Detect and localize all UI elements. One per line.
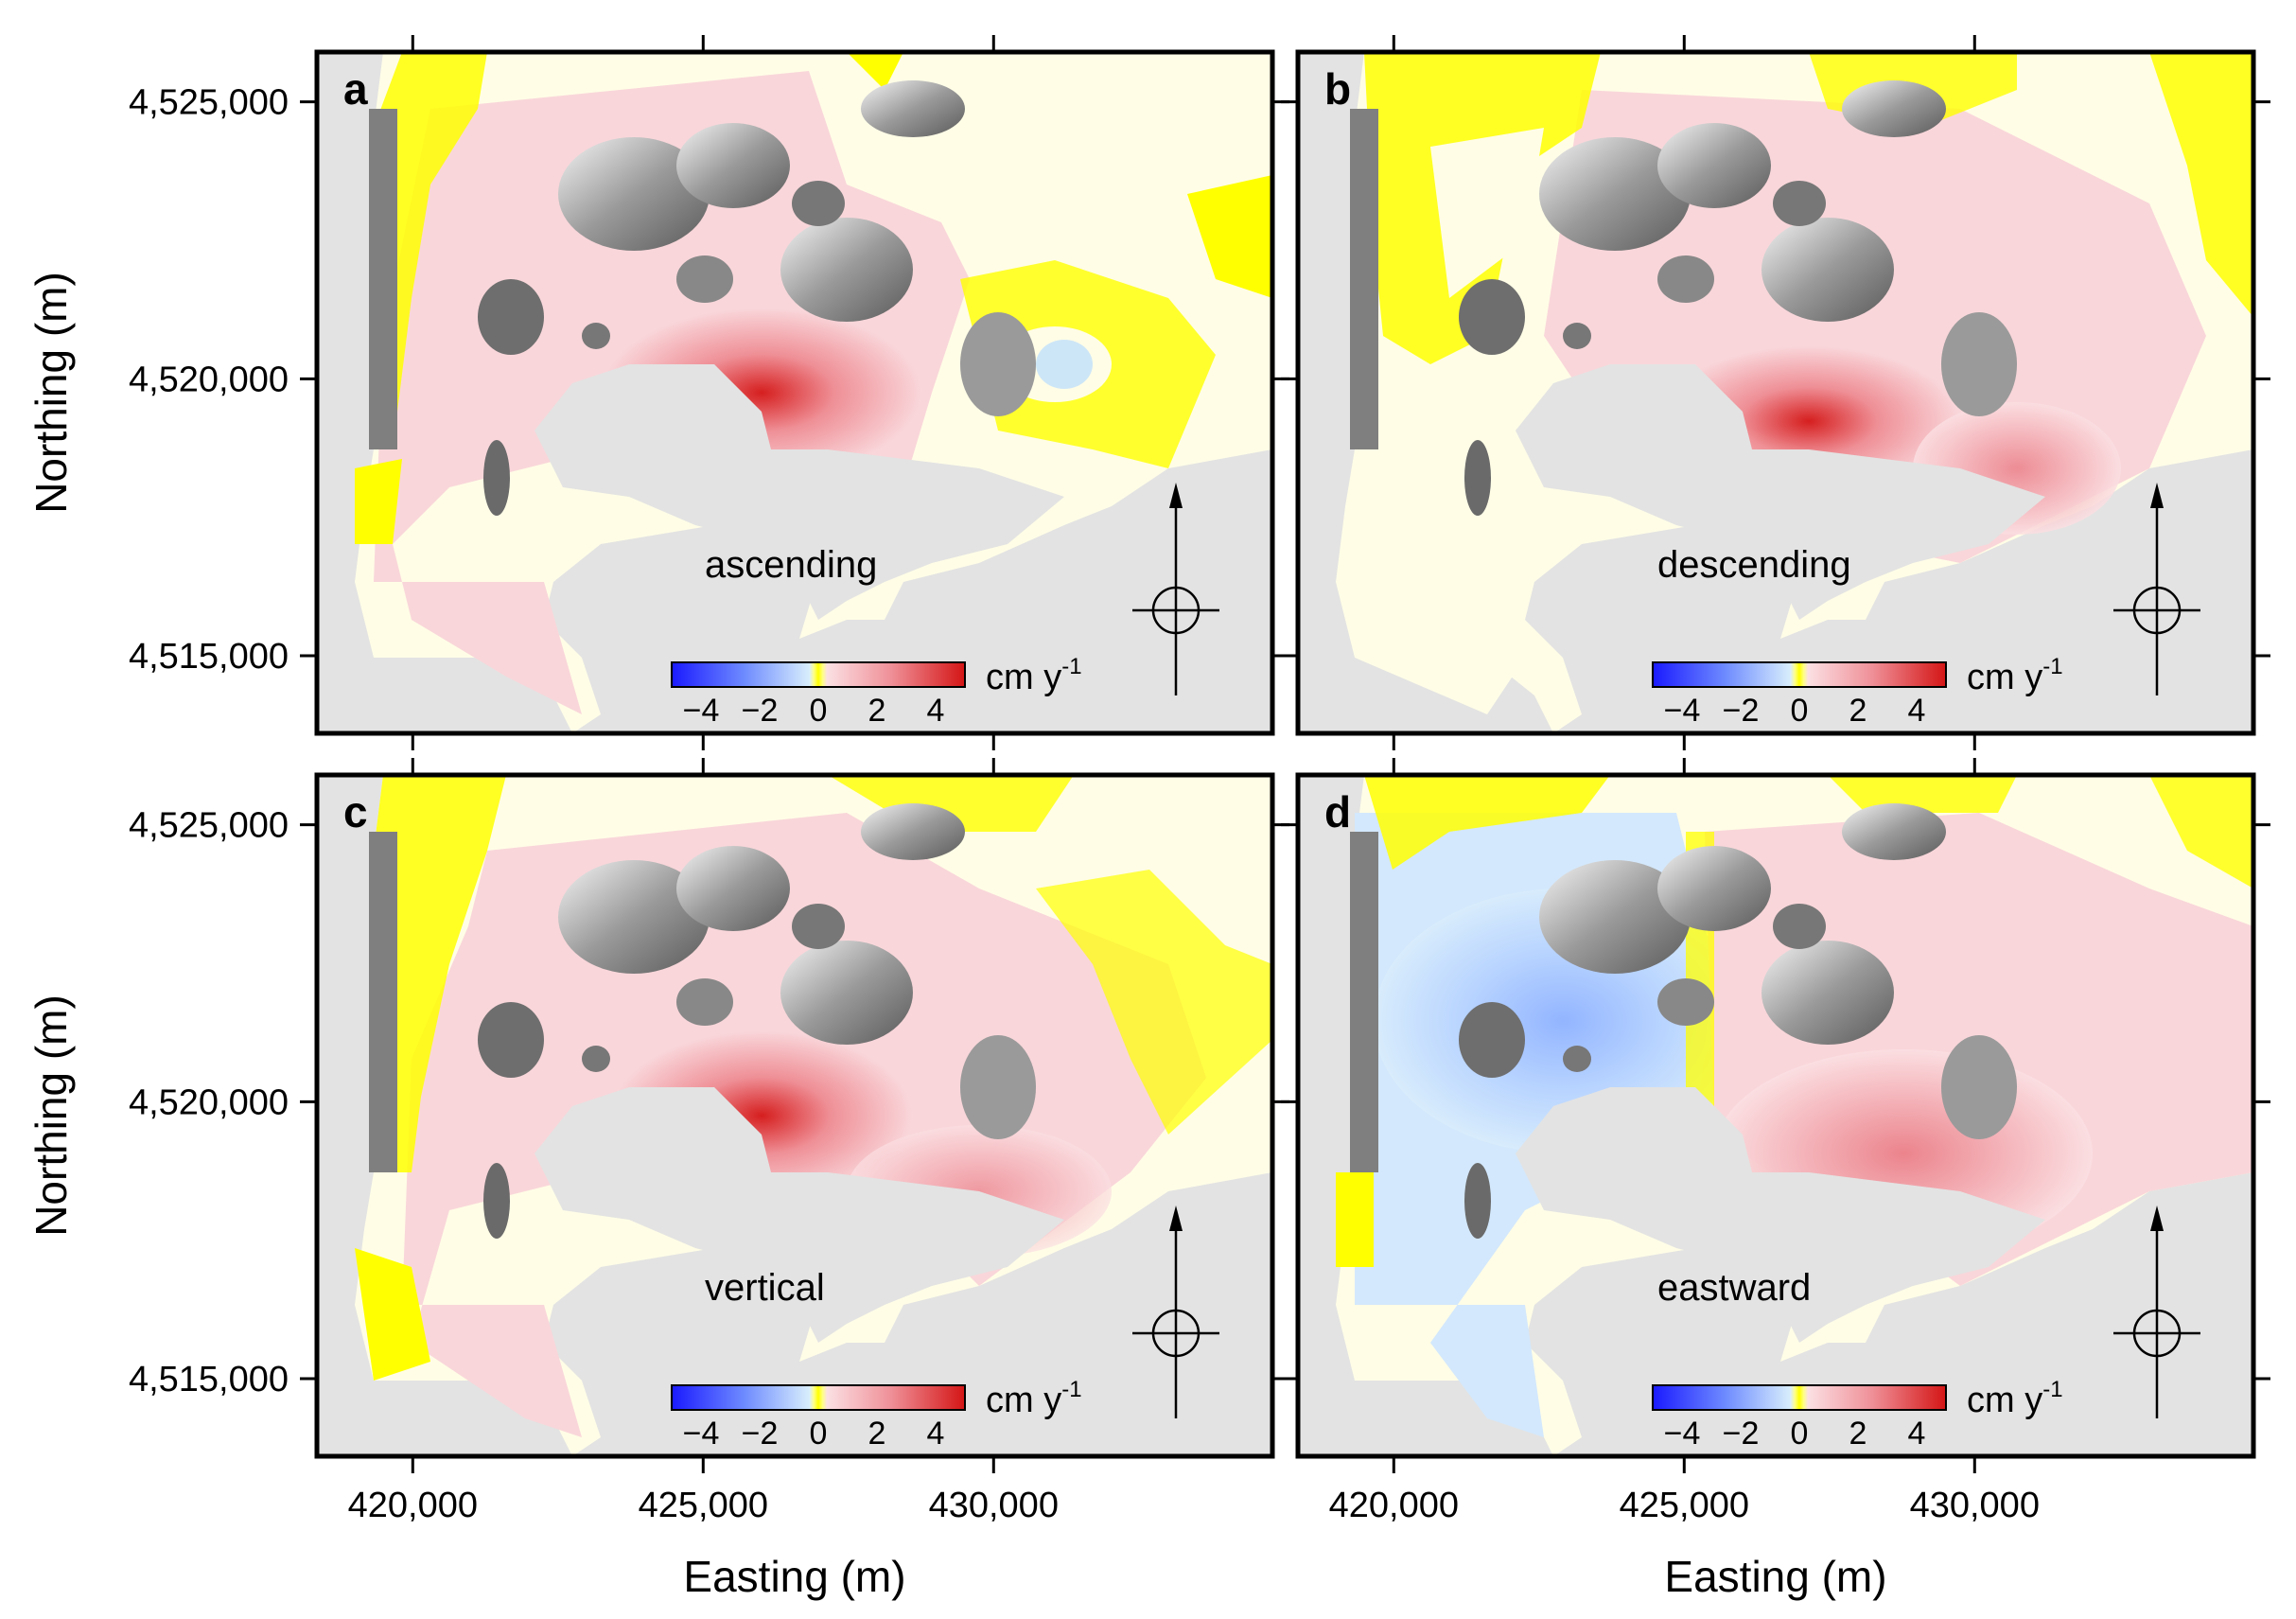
colorbar-ramp bbox=[1652, 661, 1947, 688]
colorbar-ramp bbox=[1652, 1384, 1947, 1411]
panel-frame-d: 420,000 425,000 430,000−4 −2 0 2 4cm y-1 bbox=[1281, 758, 2270, 1525]
colorbar-tick-label: 0 bbox=[1791, 1416, 1809, 1452]
colorbar-tick-label: −4 bbox=[1664, 1416, 1701, 1452]
x-tick-label: 430,000 bbox=[1910, 1486, 2040, 1525]
x-tick-label: 420,000 bbox=[1329, 1486, 1459, 1525]
colorbar-tick-label: −4 bbox=[683, 1416, 720, 1452]
colorbar: −4 −2 0 2 4cm y-1 bbox=[1652, 654, 2063, 729]
panel-border bbox=[314, 772, 1275, 1459]
panel-d: d eastward bbox=[1298, 775, 2253, 1456]
x-tick-label: 425,000 bbox=[1620, 1486, 1749, 1525]
north-arrow-icon bbox=[1132, 1205, 1219, 1418]
y-axis-title-top: Northing (m) bbox=[26, 272, 76, 514]
mode-label: vertical bbox=[705, 1267, 825, 1309]
panel-b: b descending bbox=[1298, 52, 2253, 733]
panel-frame-b: −4 −2 0 2 4cm y-1 bbox=[1281, 35, 2270, 750]
north-arrow-icon bbox=[2113, 1205, 2200, 1418]
panel-a: a ascending bbox=[317, 52, 1272, 733]
colorbar-tick-label: −2 bbox=[742, 1416, 779, 1452]
colorbar-tick-label: 0 bbox=[810, 1416, 828, 1452]
colorbar-tick-label: −4 bbox=[1664, 693, 1701, 729]
colorbar-tick-label: 0 bbox=[810, 693, 828, 729]
colorbar-unit-exponent: -1 bbox=[2042, 1377, 2062, 1402]
y-tick-label: 4,515,000 bbox=[129, 1360, 289, 1399]
x-axis-title-left: Easting (m) bbox=[683, 1552, 905, 1601]
colorbar-tick-label: 4 bbox=[927, 693, 945, 729]
panel-letter: c bbox=[343, 787, 368, 836]
colorbar-ramp bbox=[671, 1384, 966, 1411]
y-tick-label: 4,525,000 bbox=[129, 83, 289, 123]
colorbar-tick-label: 2 bbox=[1849, 1416, 1867, 1452]
colorbar-tick-label: 4 bbox=[927, 1416, 945, 1452]
colorbar-ramp bbox=[671, 661, 966, 688]
colorbar-tick-label: 2 bbox=[868, 693, 886, 729]
panel-border bbox=[1295, 772, 2256, 1459]
colorbar-tick-label: −4 bbox=[683, 693, 720, 729]
colorbar-tick-label: 4 bbox=[1908, 693, 1926, 729]
panel-frame-c: 420,000 425,000 430,000 4,525,000 4,520,000 4… bbox=[129, 758, 1289, 1525]
x-tick-label: 425,000 bbox=[639, 1486, 768, 1525]
colorbar: −4 −2 0 2 4cm y-1 bbox=[1652, 1377, 2063, 1452]
colorbar-tick-label: 2 bbox=[868, 1416, 886, 1452]
panel-c: c vertical bbox=[317, 775, 1272, 1456]
colorbar-unit-exponent: -1 bbox=[1061, 1377, 1081, 1402]
colorbar-tick-label: −2 bbox=[1723, 693, 1760, 729]
panel-letter: d bbox=[1324, 787, 1351, 836]
colorbar-tick-label: 4 bbox=[1908, 1416, 1926, 1452]
north-arrow-icon bbox=[2113, 483, 2200, 695]
x-tick-label: 430,000 bbox=[929, 1486, 1059, 1525]
y-axis-title-bottom: Northing (m) bbox=[26, 994, 76, 1237]
panel-border bbox=[1295, 49, 2256, 736]
panel-border bbox=[314, 49, 1275, 736]
colorbar-tick-label: 0 bbox=[1791, 693, 1809, 729]
colorbar-unit-exponent: -1 bbox=[1061, 654, 1081, 679]
mode-label: ascending bbox=[705, 544, 877, 586]
colorbar-tick-label: −2 bbox=[742, 693, 779, 729]
y-tick-label: 4,515,000 bbox=[129, 637, 289, 677]
mode-label: descending bbox=[1657, 544, 1851, 586]
colorbar-tick-label: 2 bbox=[1849, 693, 1867, 729]
y-tick-label: 4,520,000 bbox=[129, 1082, 289, 1122]
colorbar-tick-label: −2 bbox=[1723, 1416, 1760, 1452]
y-tick-label: 4,520,000 bbox=[129, 360, 289, 399]
panel-letter: b bbox=[1324, 64, 1351, 114]
panel-letter: a bbox=[343, 64, 368, 114]
mode-label: eastward bbox=[1657, 1267, 1811, 1309]
colorbar-unit-exponent: -1 bbox=[2042, 654, 2062, 679]
x-tick-label: 420,000 bbox=[348, 1486, 478, 1525]
x-axis-title-right: Easting (m) bbox=[1664, 1552, 1886, 1601]
y-tick-label: 4,525,000 bbox=[129, 806, 289, 846]
colorbar: −4 −2 0 2 4cm y-1 bbox=[671, 654, 1082, 729]
north-arrow-icon bbox=[1132, 483, 1219, 695]
